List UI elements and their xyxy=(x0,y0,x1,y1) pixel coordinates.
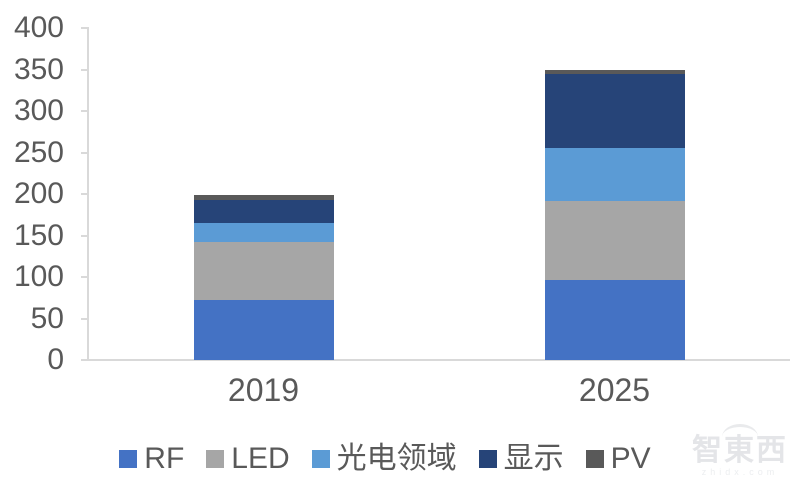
y-axis-line xyxy=(87,27,89,361)
chart-legend: RF LED 光电领域 显示 PV xyxy=(0,442,770,475)
y-axis-tick-label: 100 xyxy=(13,260,64,293)
y-axis-tick xyxy=(81,234,88,237)
legend-item-RF: RF xyxy=(119,442,184,475)
bar-segment-显示-2019 xyxy=(193,199,334,224)
y-axis-tick xyxy=(81,193,88,195)
legend-label-LED: LED xyxy=(231,442,290,475)
legend-item-光电领域: 光电领域 xyxy=(311,442,457,475)
bar-segment-PV-2019 xyxy=(193,194,334,200)
bar-segment-显示-2025 xyxy=(544,73,685,149)
y-axis-tick-label: 350 xyxy=(13,52,64,86)
legend-swatch-icon-PV xyxy=(585,449,604,468)
y-axis-tick-label: 0 xyxy=(47,343,64,376)
y-axis-tick xyxy=(81,27,88,29)
legend-label-显示: 显示 xyxy=(503,442,564,475)
x-axis-label-2025: 2025 xyxy=(578,372,651,408)
legend-swatch-icon-光电领域 xyxy=(311,449,330,468)
bar-segment-LED-2019 xyxy=(193,242,334,301)
y-axis-tick xyxy=(81,151,88,154)
y-axis-tick-label: 200 xyxy=(13,177,64,210)
legend-label-光电领域: 光电领域 xyxy=(336,442,457,475)
y-axis-tick-label: 250 xyxy=(13,135,64,169)
bar-segment-光电领域-2025 xyxy=(544,148,685,201)
x-axis-label-2019: 2019 xyxy=(227,372,300,408)
legend-swatch-icon-显示 xyxy=(478,449,497,468)
legend-label-RF: RF xyxy=(144,442,185,475)
legend-item-显示: 显示 xyxy=(478,442,564,475)
legend-swatch-icon-RF xyxy=(119,449,138,468)
bar-segment-光电领域-2019 xyxy=(193,223,334,243)
legend-label-PV: PV xyxy=(610,442,651,475)
legend-swatch-icon-LED xyxy=(206,449,225,468)
y-axis-tick xyxy=(81,276,88,278)
bar-segment-RF-2019 xyxy=(193,300,334,360)
y-axis-tick-label: 50 xyxy=(30,301,64,335)
bar-segment-PV-2025 xyxy=(544,70,685,74)
bar-segment-RF-2025 xyxy=(544,280,685,360)
y-axis-tick xyxy=(81,359,88,361)
y-axis-tick-label: 400 xyxy=(13,11,64,44)
y-axis-tick xyxy=(81,68,88,71)
y-axis-tick-label: 150 xyxy=(13,218,64,252)
bar-segment-LED-2025 xyxy=(544,200,685,281)
y-axis-tick-label: 300 xyxy=(13,94,64,127)
x-axis-line xyxy=(81,359,790,361)
legend-item-PV: PV xyxy=(585,442,651,475)
legend-item-LED: LED xyxy=(206,442,290,475)
y-axis-tick xyxy=(81,110,88,112)
y-axis-tick xyxy=(81,317,88,320)
